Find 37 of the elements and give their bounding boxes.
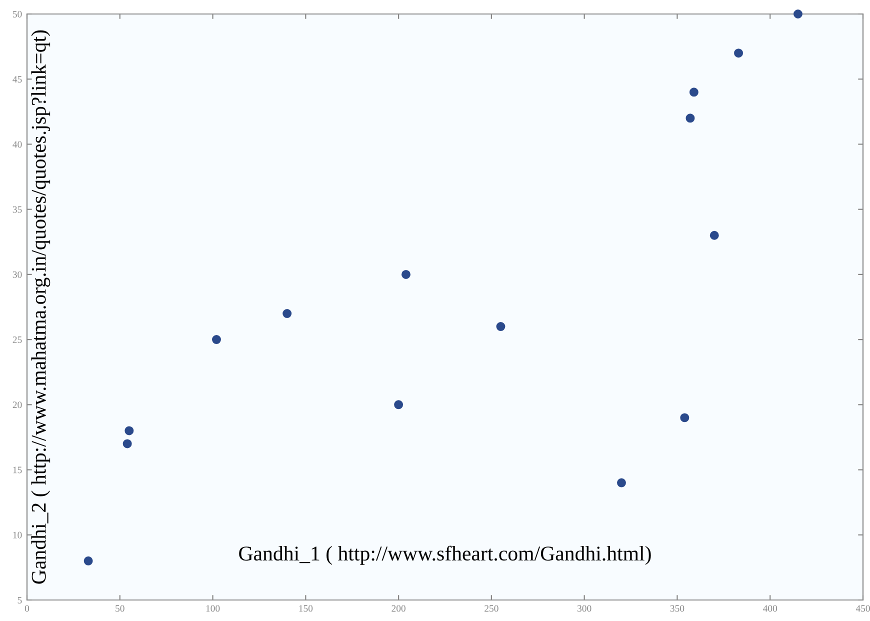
y-tick-label: 5 (18, 597, 22, 604)
point (84, 556, 93, 566)
x-tick-label: 250 (484, 605, 498, 612)
point (686, 114, 695, 123)
y-tick-label: 10 (13, 532, 22, 538)
x-axis-title: Gandhi_1 ( http://www.sfheart.com/Gandhi.html) (239, 546, 651, 565)
point (689, 88, 698, 97)
x-tick-label: 50 (116, 605, 124, 612)
y-tick-label: 15 (13, 466, 22, 474)
point (793, 10, 802, 18)
x-tick-label: 200 (392, 605, 406, 612)
x-tick-label: 450 (856, 605, 870, 612)
y-tick-label: 20 (12, 402, 22, 408)
point (282, 309, 292, 318)
y-tick-label: 35 (12, 206, 22, 213)
x-tick-label: 100 (206, 605, 220, 612)
x-tick-label: 350 (670, 605, 684, 612)
x-tick-label: 0 (24, 605, 30, 612)
point (122, 439, 132, 448)
y-tick-label: 25 (12, 336, 22, 344)
x-tick-label: 400 (763, 605, 778, 612)
point (401, 270, 410, 279)
y-tick-label: 45 (12, 76, 22, 83)
point (496, 322, 506, 332)
point (394, 400, 404, 410)
point (734, 48, 744, 58)
y-tick-label: 30 (12, 271, 22, 278)
point (616, 478, 626, 488)
x-tick-label: 150 (299, 605, 313, 612)
point (212, 335, 221, 344)
point (710, 230, 719, 240)
point (680, 413, 690, 422)
y-tick-label: 50 (12, 10, 22, 18)
y-axis-title: Gandhi_2 ( http://www.mahatma.org.in/quotes/quotes.jsp?link=qt) (31, 30, 50, 584)
x-tick-label: 300 (578, 605, 592, 612)
y-tick-label: 40 (12, 141, 22, 148)
point (124, 426, 134, 436)
